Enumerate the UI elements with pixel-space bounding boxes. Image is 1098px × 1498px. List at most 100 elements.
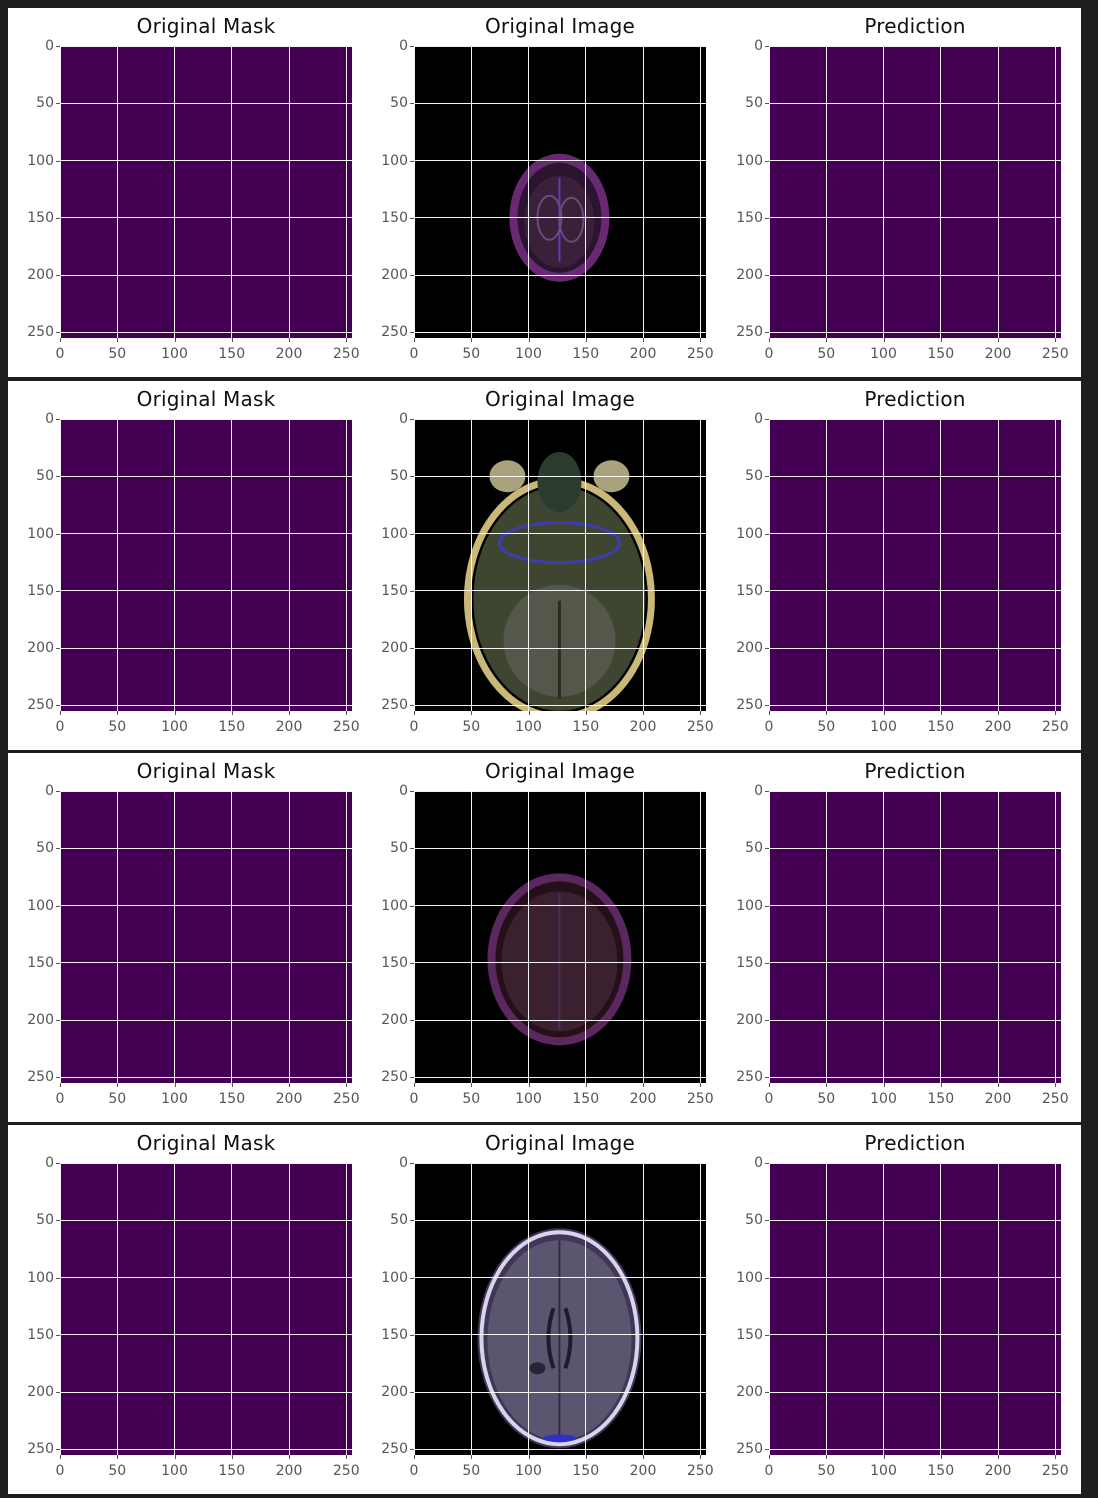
panel-title: Original Mask — [136, 1131, 276, 1155]
x-tick-mark — [289, 711, 291, 715]
x-tick-mark — [769, 711, 770, 715]
x-tick-mark — [414, 1083, 415, 1087]
y-tick-label: 100 — [736, 1269, 763, 1286]
y-tick-mark — [410, 1220, 414, 1222]
y-tick-label: 100 — [381, 152, 408, 169]
mri-image — [414, 419, 706, 711]
grid-line-vertical — [883, 1163, 884, 1455]
x-tick-mark — [700, 1083, 702, 1087]
y-tick-mark — [410, 705, 414, 707]
mask-image — [60, 419, 352, 711]
grid-line-vertical — [528, 419, 529, 711]
mri-image — [414, 46, 706, 338]
y-tick-mark — [765, 275, 769, 277]
y-tick-mark — [765, 476, 769, 478]
grid-line-vertical — [60, 419, 61, 711]
x-tick-mark — [60, 1455, 61, 1459]
x-tick-label: 100 — [870, 1091, 897, 1107]
grid-line-vertical — [174, 1163, 175, 1455]
y-tick-label: 250 — [27, 324, 54, 341]
x-tick-label: 0 — [764, 1463, 774, 1479]
grid-line-vertical — [174, 791, 175, 1083]
x-tick-label: 150 — [572, 346, 600, 362]
y-tick-label: 250 — [381, 1441, 408, 1458]
grid-line-horizontal — [60, 590, 352, 592]
x-tick-mark — [998, 1455, 1000, 1459]
y-tick-mark — [410, 648, 414, 650]
mri-scan — [509, 153, 610, 282]
grid-line-vertical — [60, 791, 61, 1083]
y-tick-mark — [765, 705, 769, 707]
x-tick-label: 0 — [409, 1463, 419, 1479]
x-tick-mark — [231, 338, 233, 342]
y-tick-label: 0 — [45, 783, 54, 799]
x-tick-label: 150 — [572, 1091, 600, 1107]
x-tick-label: 200 — [984, 346, 1012, 362]
grid-line-horizontal — [60, 1448, 352, 1450]
grid-line-horizontal — [414, 274, 706, 276]
y-tick-mark — [765, 160, 769, 162]
grid-line-horizontal — [414, 217, 706, 219]
grid-line-horizontal — [60, 1163, 352, 1164]
grid-line-vertical — [883, 46, 884, 338]
grid-line-horizontal — [60, 791, 352, 792]
x-tick-mark — [700, 338, 702, 342]
grid-line-horizontal — [769, 1219, 1061, 1221]
y-tick-label: 50 — [745, 840, 763, 857]
y-tick-mark — [765, 791, 769, 792]
x-tick-label: 50 — [817, 1091, 836, 1107]
x-tick-label: 250 — [1041, 1091, 1069, 1107]
x-tick-mark — [414, 338, 415, 342]
grid-line-vertical — [825, 46, 827, 338]
x-tick-label: 150 — [218, 1463, 246, 1479]
grid-line-horizontal — [769, 1334, 1061, 1336]
y-tick-label: 50 — [390, 840, 408, 857]
mri-scan — [487, 873, 632, 1046]
x-tick-label: 0 — [55, 1091, 65, 1107]
sulcus-right — [558, 196, 585, 243]
skull-outline — [479, 1230, 640, 1447]
x-tick-label: 250 — [1041, 1463, 1069, 1479]
grid-line-horizontal — [769, 1019, 1061, 1021]
y-tick-mark — [410, 275, 414, 277]
grid-line-vertical — [1054, 46, 1056, 338]
x-tick-mark — [528, 1083, 530, 1087]
x-tick-label: 150 — [572, 1463, 600, 1479]
x-tick-mark — [883, 1455, 885, 1459]
grid-line-horizontal — [414, 647, 706, 649]
row-panel-4: Original Mask 0 0 50 50 100 100 150 150 200 200 250… — [8, 1125, 1081, 1494]
y-tick-mark — [765, 648, 769, 650]
mask-image — [60, 46, 352, 338]
grid-line-horizontal — [769, 533, 1061, 534]
x-tick-mark — [346, 711, 348, 715]
y-tick-label: 200 — [27, 1012, 54, 1029]
x-tick-label: 200 — [984, 1091, 1012, 1107]
grid-line-vertical — [288, 419, 290, 711]
y-tick-mark — [56, 1077, 60, 1079]
grid-line-vertical — [345, 791, 347, 1083]
grid-line-vertical — [940, 419, 942, 711]
panel-title: Original Mask — [136, 387, 276, 411]
y-tick-label: 250 — [736, 1441, 763, 1458]
x-tick-mark — [346, 1455, 348, 1459]
x-tick-mark — [585, 711, 587, 715]
y-tick-mark — [410, 1449, 414, 1451]
grid-line-vertical — [769, 419, 770, 711]
grid-line-horizontal — [414, 704, 706, 706]
y-tick-mark — [56, 332, 60, 334]
grid-line-vertical — [288, 791, 290, 1083]
y-tick-label: 100 — [27, 525, 54, 542]
y-tick-mark — [56, 1449, 60, 1451]
grid-line-vertical — [60, 46, 61, 338]
x-tick-label: 0 — [409, 346, 419, 362]
grid-line-vertical — [470, 1163, 472, 1455]
x-tick-mark — [471, 1083, 473, 1087]
x-tick-label: 50 — [108, 1091, 127, 1107]
x-tick-label: 50 — [462, 346, 481, 362]
x-tick-mark — [414, 1455, 415, 1459]
x-tick-label: 250 — [332, 719, 360, 735]
x-tick-label: 150 — [218, 1091, 246, 1107]
x-tick-label: 0 — [55, 346, 65, 362]
grid-line-horizontal — [60, 160, 352, 161]
grid-line-horizontal — [414, 847, 706, 849]
